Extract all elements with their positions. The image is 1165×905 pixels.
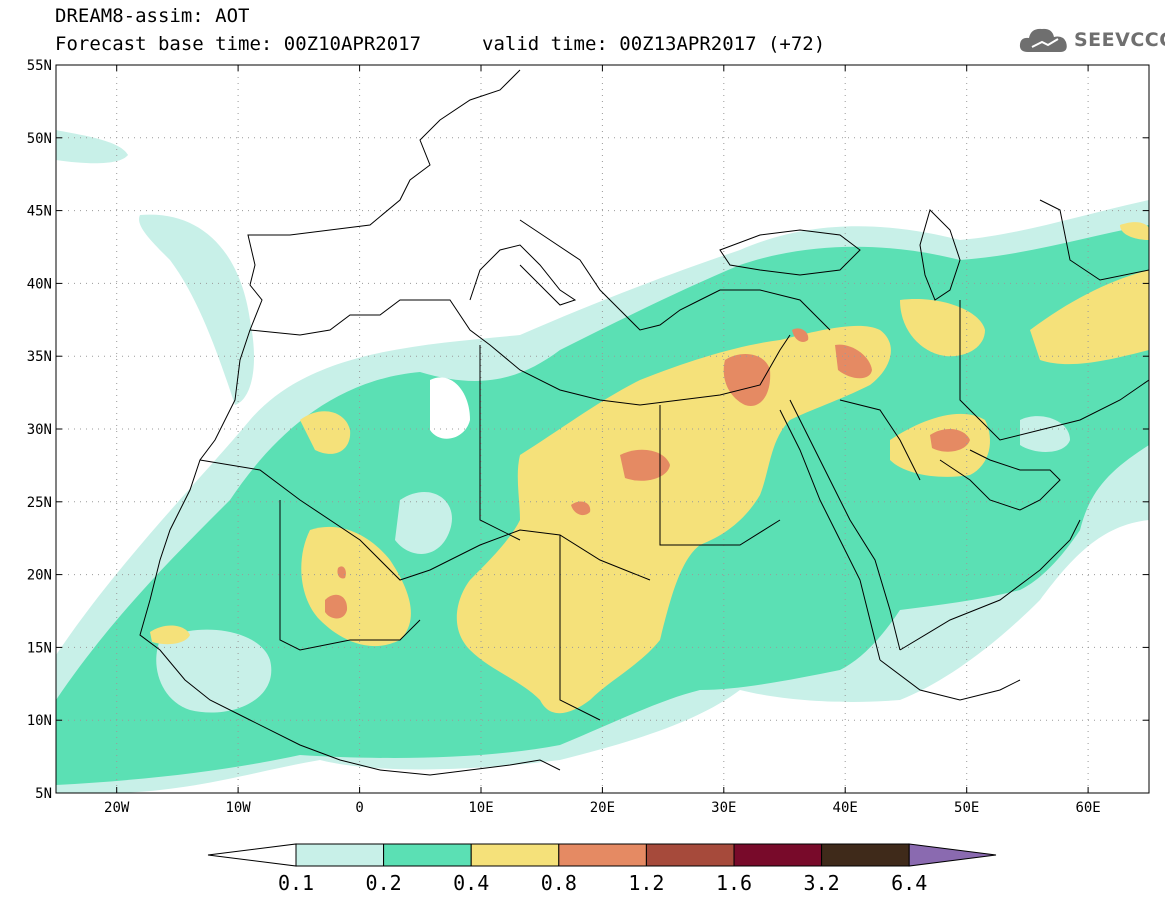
colorbar-segment [558, 843, 647, 867]
lat-label: 10N [27, 713, 52, 729]
aot-contour-0.4-senegal [150, 625, 190, 645]
lat-label: 45N [27, 204, 52, 220]
valid-time: valid time: 00Z13APR2017 (+72) [482, 33, 826, 55]
colorbar-segment [470, 843, 560, 867]
aot-contour-0.4-iran [900, 299, 985, 357]
forecast-base-time: Forecast base time: 00Z10APR2017 [55, 33, 422, 55]
colorbar-label: 1.2 [628, 871, 665, 895]
lat-label: 25N [27, 495, 52, 511]
aot-contour-0.1-atlantic [139, 214, 255, 405]
longitude-labels: 20W 10W 0 10E 20E 30E 40E 50E 60E [104, 800, 1101, 816]
lat-label: 55N [27, 58, 52, 74]
lon-label: 10E [468, 800, 493, 816]
lon-label: 60E [1075, 800, 1100, 816]
colorbar-under-arrow [207, 843, 297, 867]
seevccc-logo: SEEVCCC [1018, 24, 1165, 56]
lat-label: 40N [27, 276, 52, 292]
aot-hole-2 [395, 491, 452, 554]
lon-label: 10W [225, 800, 251, 816]
coastlines [139, 69, 1149, 776]
aot-contour-0.8-turkey [792, 328, 809, 342]
colorbar-label: 0.1 [277, 871, 315, 895]
colorbar-segment [383, 843, 472, 867]
aot-contour-0.4-east [1030, 270, 1149, 365]
colorbar [207, 843, 997, 867]
latitude-labels: 55N 50N 45N 40N 35N 30N 25N 20N 15N 10N … [27, 58, 52, 802]
colorbar-label: 0.2 [365, 871, 402, 895]
lat-label: 5N [35, 786, 52, 802]
aot-hole-1 [156, 629, 272, 713]
aot-contour-0.4-sahara [456, 325, 891, 714]
aot-contour-0.4-north-africa [300, 411, 351, 454]
lon-label: 30E [711, 800, 736, 816]
map-grid [56, 65, 1149, 793]
lat-label: 30N [27, 422, 52, 438]
aot-contour-0.8-mali-2 [337, 566, 346, 579]
colorbar-label: 0.8 [540, 871, 577, 895]
aot-contour-0.8-libya [620, 449, 670, 481]
lon-label: 20E [590, 800, 615, 816]
colorbar-label: 0.4 [453, 871, 490, 895]
logo-text: SEEVCCC [1074, 29, 1165, 51]
colorbar-label: 6.4 [891, 871, 928, 895]
colorbar-segment [733, 843, 823, 867]
lon-label: 0 [355, 800, 363, 816]
lat-label: 35N [27, 349, 52, 365]
aot-contour-0.8-mali [325, 594, 348, 619]
aot-contour-0.4-west [301, 526, 411, 647]
aot-contour-0.4-ne [1120, 222, 1149, 240]
aot-hole-3 [1020, 416, 1070, 452]
lat-label: 15N [27, 640, 52, 656]
colorbar-segment [295, 843, 385, 867]
chart-title: DREAM8-assim: AOT [55, 5, 250, 27]
aot-contour-0.8-iraq [930, 428, 970, 452]
colorbar-label: 3.2 [803, 871, 840, 895]
aot-contour-0.8-syria [835, 344, 872, 379]
lon-label: 50E [954, 800, 979, 816]
colorbar-segment [645, 843, 735, 867]
lon-label: 40E [833, 800, 858, 816]
colorbar-over-arrow [908, 843, 997, 867]
lat-label: 20N [27, 568, 52, 584]
aot-hole-4 [430, 377, 470, 439]
axis-ticks [56, 64, 1149, 794]
lon-label: 20W [104, 800, 130, 816]
aot-contour-0.1-north [56, 130, 128, 164]
colorbar-segment [821, 843, 910, 867]
colorbar-label: 1.6 [715, 871, 753, 895]
cloud-icon [1019, 28, 1067, 52]
lat-label: 50N [27, 131, 52, 147]
aot-contour-0.8-chad [571, 501, 591, 516]
aot-contour-0.8-egypt [723, 354, 771, 406]
